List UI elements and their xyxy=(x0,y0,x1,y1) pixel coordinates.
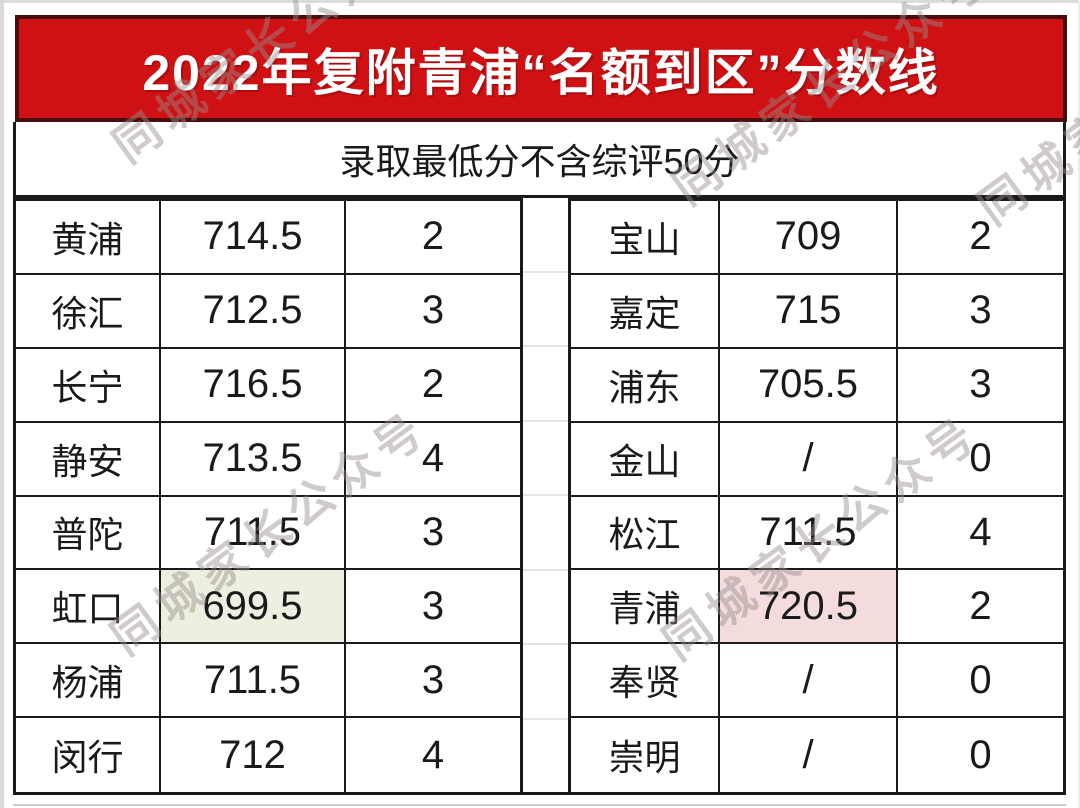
table-row: 静安 713.5 4 xyxy=(16,422,520,497)
score-cell: 711.5 xyxy=(720,496,898,569)
spacer-cell xyxy=(523,273,568,347)
score-cell: 712 xyxy=(161,718,346,792)
spacer-cell xyxy=(523,198,568,273)
table-row: 宝山 709 2 xyxy=(571,201,1063,275)
score-cell: / xyxy=(720,644,898,717)
quota-cell: 0 xyxy=(969,436,992,481)
score-cell: / xyxy=(720,718,898,792)
page-edge-right xyxy=(1078,0,1080,808)
score-cell: 716.5 xyxy=(161,348,346,421)
district-cell: 普陀 xyxy=(16,496,161,569)
district-cell: 宝山 xyxy=(571,201,720,273)
table-row: 嘉定 715 3 xyxy=(571,274,1063,349)
page-title: 2022年复附青浦“名额到区”分数线 xyxy=(142,44,940,101)
table-row: 浦东 705.5 3 xyxy=(571,348,1063,423)
district-cell: 静安 xyxy=(16,422,161,495)
quota-cell: 2 xyxy=(969,214,992,259)
quota-cell: 4 xyxy=(969,509,992,554)
page-edge-top xyxy=(0,0,1080,3)
quota-cell: 0 xyxy=(969,657,992,702)
district-cell: 虹口 xyxy=(16,570,161,643)
score-cell: 714.5 xyxy=(161,201,346,273)
score-cell: 715 xyxy=(720,274,898,347)
spacer-cell xyxy=(523,347,568,422)
quota-cell: 2 xyxy=(421,362,445,407)
spacer-cell xyxy=(523,571,568,645)
table-row: 金山 / 0 xyxy=(571,422,1063,497)
spacer-cell xyxy=(523,720,568,793)
quota-cell: 3 xyxy=(421,288,445,333)
district-cell: 徐汇 xyxy=(16,274,161,347)
quota-cell: 3 xyxy=(421,657,445,702)
table-row: 普陀 711.5 3 xyxy=(16,496,520,571)
table-row: 闵行 712 4 xyxy=(16,718,520,792)
spacer-cell xyxy=(523,645,568,720)
score-cell: 712.5 xyxy=(161,274,346,347)
page-edge-left xyxy=(0,0,4,808)
subtitle-row: 录取最低分不含综评50分 xyxy=(13,122,1066,198)
score-cell: 711.5 xyxy=(161,644,346,717)
district-cell: 黄浦 xyxy=(16,201,161,273)
quota-cell: 4 xyxy=(421,732,445,777)
spacer-cell xyxy=(523,422,568,496)
score-cell-highlight-pink: 720.5 xyxy=(720,570,898,643)
subtitle-text: 录取最低分不含综评50分 xyxy=(339,140,740,182)
left-table: 黄浦 714.5 2 徐汇 712.5 3 长宁 716.5 2 静安 713.… xyxy=(13,198,523,795)
score-cell: 713.5 xyxy=(161,422,346,495)
quota-cell: 2 xyxy=(969,583,992,628)
right-table: 宝山 709 2 嘉定 715 3 浦东 705.5 3 金山 / 0 松江 7… xyxy=(568,198,1066,795)
score-cell: 711.5 xyxy=(161,496,346,569)
district-cell: 青浦 xyxy=(571,570,720,643)
district-cell: 闵行 xyxy=(16,718,161,792)
quota-cell: 3 xyxy=(969,362,992,407)
district-cell: 杨浦 xyxy=(16,644,161,717)
score-cell: 709 xyxy=(720,201,898,273)
table-row: 奉贤 / 0 xyxy=(571,644,1063,719)
score-cell: 705.5 xyxy=(720,348,898,421)
quota-cell: 3 xyxy=(421,509,445,554)
quota-cell: 0 xyxy=(969,732,992,777)
district-cell: 长宁 xyxy=(16,348,161,421)
district-cell: 崇明 xyxy=(571,718,720,792)
score-cell: / xyxy=(720,422,898,495)
spacer-cell xyxy=(523,496,568,571)
table-row: 虹口 699.5 3 xyxy=(16,570,520,645)
partial-row-line xyxy=(13,804,1066,806)
district-cell: 奉贤 xyxy=(571,644,720,717)
table-row: 黄浦 714.5 2 xyxy=(16,201,520,275)
quota-cell: 3 xyxy=(969,288,992,333)
table-row: 崇明 / 0 xyxy=(571,718,1063,792)
table-row: 徐汇 712.5 3 xyxy=(16,274,520,349)
table-row: 青浦 720.5 2 xyxy=(571,570,1063,645)
district-cell: 嘉定 xyxy=(571,274,720,347)
district-cell: 松江 xyxy=(571,496,720,569)
quota-cell: 4 xyxy=(421,436,445,481)
district-cell: 浦东 xyxy=(571,348,720,421)
quota-cell: 2 xyxy=(421,214,445,259)
title-banner: 2022年复附青浦“名额到区”分数线 xyxy=(15,15,1067,122)
score-cell-highlight-green: 699.5 xyxy=(161,570,346,643)
district-cell: 金山 xyxy=(571,422,720,495)
table-row: 松江 711.5 4 xyxy=(571,496,1063,571)
table-row: 杨浦 711.5 3 xyxy=(16,644,520,719)
quota-cell: 3 xyxy=(421,583,445,628)
spacer-column xyxy=(523,198,568,795)
table-row: 长宁 716.5 2 xyxy=(16,348,520,423)
